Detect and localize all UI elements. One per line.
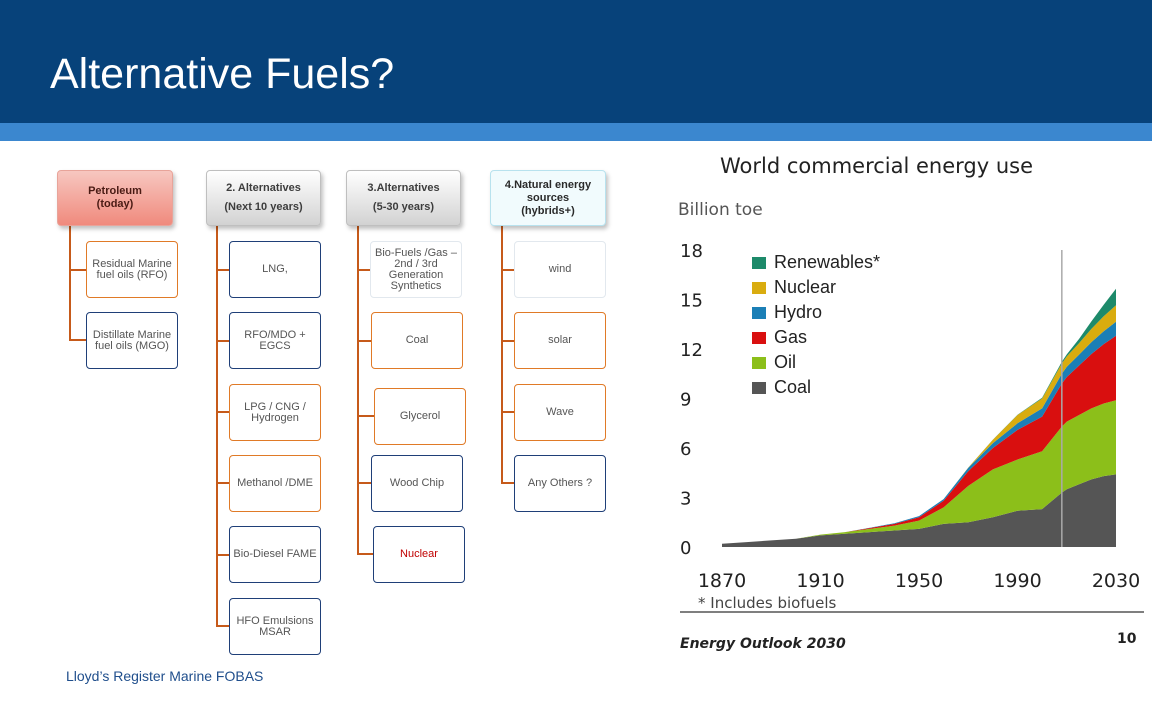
x-tick-label: 1870 bbox=[698, 570, 746, 592]
legend-label: Nuclear bbox=[774, 277, 837, 297]
connector-line bbox=[69, 339, 87, 341]
legend-swatch bbox=[752, 331, 766, 344]
natural-energy-header: 4.Natural energy sources (hybrids+) bbox=[490, 170, 606, 226]
connector-line bbox=[216, 411, 230, 413]
energy-chart-svg: World commercial energy use Billion toe … bbox=[678, 154, 1144, 652]
y-tick-label: 3 bbox=[680, 489, 691, 510]
fuel-item-coal: Coal bbox=[371, 312, 463, 369]
alternatives-30y-header-line2: (5-30 years) bbox=[372, 201, 435, 213]
alternatives-30y-header: 3.Alternatives (5-30 years) bbox=[346, 170, 461, 226]
energy-use-chart: World commercial energy use Billion toe … bbox=[650, 145, 1152, 665]
fuel-item-nuclear: Nuclear bbox=[373, 526, 465, 583]
footer-text: Lloyd’s Register Marine FOBAS bbox=[66, 668, 264, 684]
connector-line bbox=[357, 415, 375, 417]
connector-line bbox=[501, 225, 503, 484]
chart-source: Energy Outlook 2030 bbox=[680, 636, 846, 652]
x-tick-label: 2030 bbox=[1092, 570, 1140, 592]
connector-line bbox=[216, 482, 230, 484]
fuel-item-wood-chip: Wood Chip bbox=[371, 455, 463, 512]
fuel-item-rfo: Residual Marine fuel oils (RFO) bbox=[86, 241, 178, 298]
legend-item: Renewables* bbox=[752, 250, 880, 275]
page-title: Alternative Fuels? bbox=[50, 50, 395, 98]
legend-item: Hydro bbox=[752, 300, 880, 325]
connector-line bbox=[501, 411, 515, 413]
connector-line bbox=[216, 340, 230, 342]
alternatives-10y-header: 2. Alternatives (Next 10 years) bbox=[206, 170, 321, 226]
x-tick-label: 1990 bbox=[993, 570, 1041, 592]
connector-line bbox=[501, 482, 515, 484]
connector-line bbox=[501, 269, 515, 271]
legend-label: Gas bbox=[774, 327, 808, 347]
y-tick-label: 15 bbox=[680, 291, 703, 312]
connector-line bbox=[501, 340, 515, 342]
fuel-item-mgo: Distillate Marine fuel oils (MGO) bbox=[86, 312, 178, 369]
legend-swatch bbox=[752, 356, 766, 369]
energy-item-wind: wind bbox=[514, 241, 606, 298]
alternatives-10y-header-line1: 2. Alternatives bbox=[226, 182, 301, 194]
y-tick-label: 12 bbox=[680, 340, 703, 361]
fuel-item-methanol-dme: Methanol /DME bbox=[229, 455, 321, 512]
legend-swatch bbox=[752, 256, 766, 269]
connector-line bbox=[357, 553, 373, 555]
connector-line bbox=[357, 225, 359, 555]
title-bar: Alternative Fuels? bbox=[0, 0, 1152, 123]
connector-line bbox=[216, 269, 230, 271]
connector-line bbox=[69, 225, 71, 340]
y-tick-label: 9 bbox=[680, 390, 691, 411]
area-series-gas bbox=[722, 335, 1116, 544]
legend-label: Coal bbox=[774, 377, 812, 397]
natural-energy-header-line2: (hybrids+) bbox=[521, 204, 575, 217]
connector-line bbox=[69, 269, 87, 271]
x-tick-label: 1950 bbox=[895, 570, 943, 592]
fuel-item-glycerol: Glycerol bbox=[374, 388, 466, 445]
legend-item: Gas bbox=[752, 325, 880, 350]
chart-title: World commercial energy use bbox=[720, 154, 1033, 178]
area-series-oil bbox=[722, 400, 1116, 544]
connector-line bbox=[357, 269, 371, 271]
legend-item: Oil bbox=[752, 350, 880, 375]
accent-stripe bbox=[0, 123, 1152, 141]
alternatives-10y-header-line2: (Next 10 years) bbox=[224, 201, 303, 213]
fuel-item-bio-fuels: Bio-Fuels /Gas – 2nd / 3rd Generation Sy… bbox=[370, 241, 462, 298]
connector-line bbox=[216, 554, 230, 556]
legend-item: Nuclear bbox=[752, 275, 880, 300]
chart-page-number: 10 bbox=[1117, 631, 1137, 647]
y-tick-label: 18 bbox=[680, 241, 703, 262]
chart-legend: Renewables* Nuclear Hydro Gas Oil Coal bbox=[752, 250, 880, 400]
petroleum-header-line2: (today) bbox=[96, 198, 134, 210]
fuel-item-rfo-mdo-egcs: RFO/MDO + EGCS bbox=[229, 312, 321, 369]
energy-item-solar: solar bbox=[514, 312, 606, 369]
energy-item-any-others: Any Others ? bbox=[514, 455, 606, 512]
connector-line bbox=[216, 225, 218, 627]
x-tick-label: 1910 bbox=[796, 570, 844, 592]
fuel-item-hfo-emulsions: HFO Emulsions MSAR bbox=[229, 598, 321, 655]
chart-footnote: * Includes biofuels bbox=[698, 594, 837, 612]
legend-item: Coal bbox=[752, 375, 880, 400]
legend-label: Oil bbox=[774, 352, 796, 372]
legend-swatch bbox=[752, 381, 766, 394]
fuel-item-bio-diesel: Bio-Diesel FAME bbox=[229, 526, 321, 583]
legend-label: Renewables* bbox=[774, 252, 881, 272]
y-tick-label: 6 bbox=[680, 439, 691, 460]
petroleum-header-line1: Petroleum bbox=[88, 185, 142, 197]
connector-line bbox=[216, 625, 230, 627]
y-tick-label: 0 bbox=[680, 538, 691, 559]
petroleum-header: Petroleum (today) bbox=[57, 170, 173, 226]
legend-swatch bbox=[752, 306, 766, 319]
energy-item-wave: Wave bbox=[514, 384, 606, 441]
fuel-item-lpg-cng-hydrogen: LPG / CNG / Hydrogen bbox=[229, 384, 321, 441]
connector-line bbox=[357, 482, 371, 484]
fuel-item-lng: LNG, bbox=[229, 241, 321, 298]
chart-y-label: Billion toe bbox=[678, 200, 763, 220]
natural-energy-header-line1: 4.Natural energy sources bbox=[504, 178, 592, 204]
area-series-coal bbox=[722, 474, 1116, 547]
connector-line bbox=[357, 340, 371, 342]
legend-label: Hydro bbox=[774, 302, 823, 322]
legend-swatch bbox=[752, 281, 766, 294]
alternatives-30y-header-line1: 3.Alternatives bbox=[367, 182, 440, 194]
